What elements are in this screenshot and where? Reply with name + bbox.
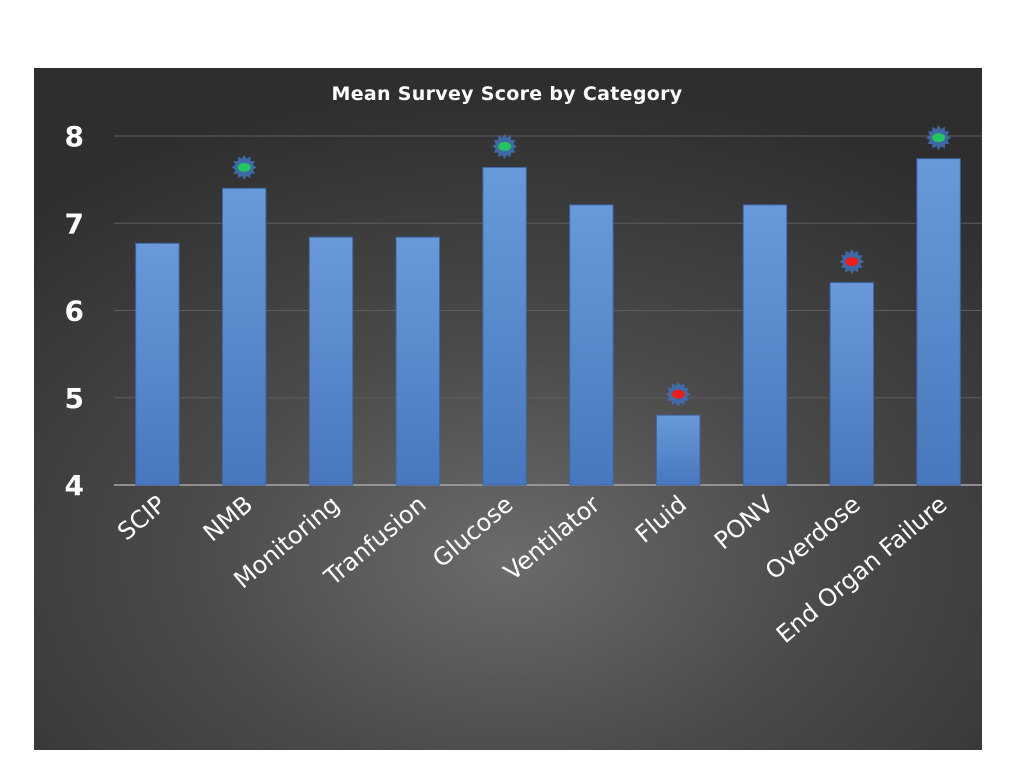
marker <box>492 133 518 159</box>
x-tick-label: Fluid <box>630 490 692 548</box>
bar <box>482 166 527 486</box>
y-axis-ticks: 4 5 6 7 8 <box>65 120 84 502</box>
bars <box>135 158 961 486</box>
chart: Mean Survey Score by Category 4 5 6 7 8 SCIP… <box>65 83 982 649</box>
bar <box>829 282 874 486</box>
x-axis-ticks: SCIP NMBMonitoringTranfusionGlucoseVentil… <box>112 490 952 649</box>
y-tick-label: 7 <box>65 207 84 240</box>
bar <box>742 204 788 486</box>
marker <box>231 154 257 180</box>
bar <box>916 158 961 486</box>
y-tick-label: 6 <box>65 295 84 328</box>
markers <box>231 125 952 407</box>
bar <box>656 414 701 486</box>
y-tick-label: 4 <box>65 469 84 502</box>
x-tick-label: SCIP <box>112 490 171 546</box>
chart-panel: Mean Survey Score by Category 4 5 6 7 8 SCIP… <box>34 68 982 750</box>
bar <box>569 204 614 486</box>
bar <box>135 242 180 486</box>
bar <box>308 236 354 486</box>
x-tick-label: NMB <box>198 490 258 547</box>
y-tick-label: 8 <box>65 120 84 153</box>
marker <box>926 125 952 151</box>
chart-title: Mean Survey Score by Category <box>332 83 683 105</box>
marker <box>839 249 865 275</box>
y-tick-label: 5 <box>65 382 84 415</box>
x-tick-label: PONV <box>709 490 779 555</box>
marker <box>665 381 691 407</box>
bar <box>222 187 267 486</box>
x-tick-label: Ventilator <box>498 490 605 586</box>
bar <box>395 236 441 486</box>
